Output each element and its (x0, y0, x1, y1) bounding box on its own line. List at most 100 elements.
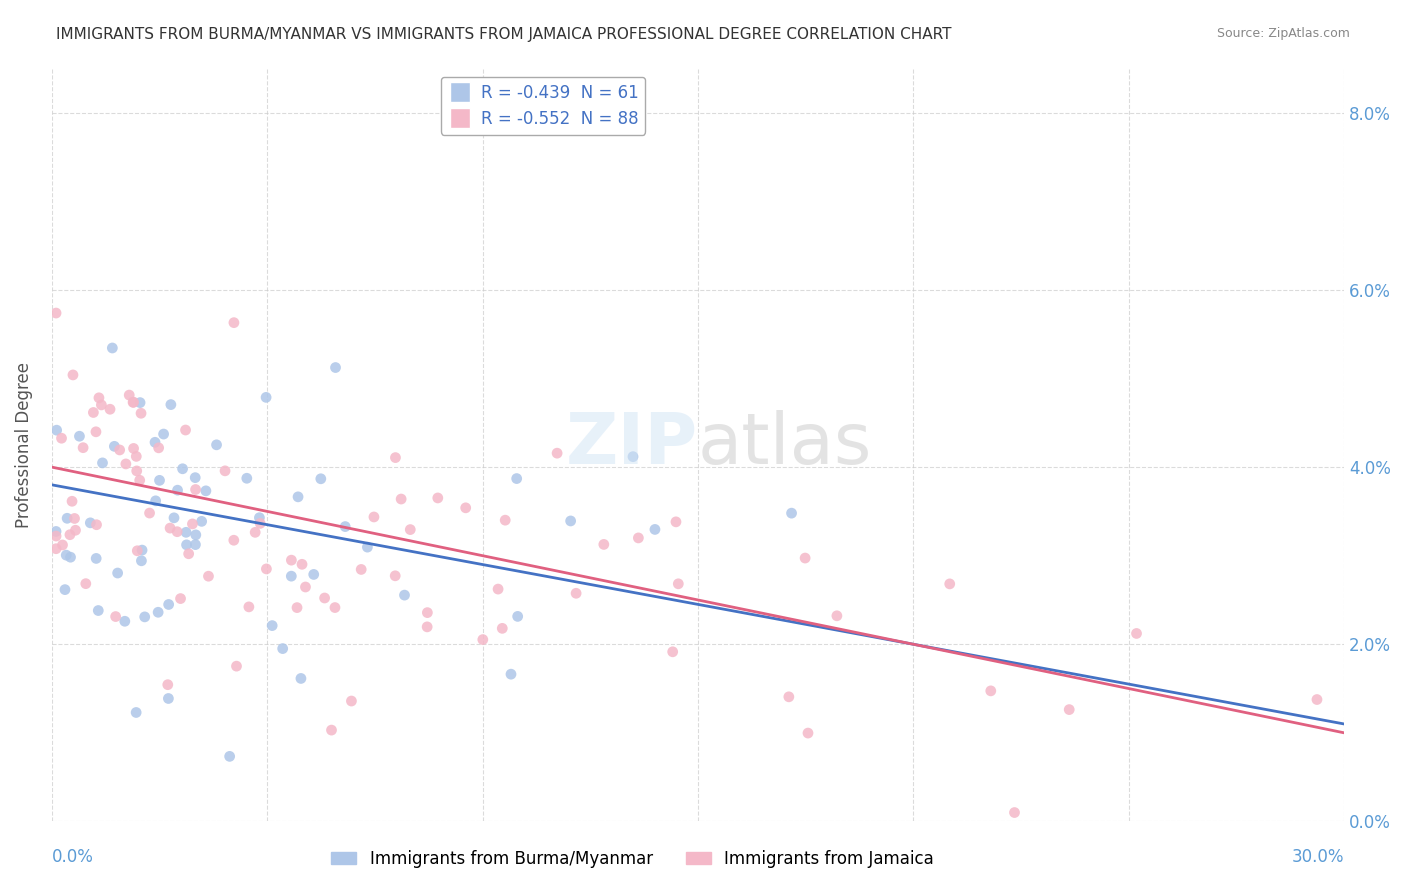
Point (63, 511, 86, 525)
Point (794, 551, 817, 566)
Point (129, 395, 152, 409)
Point (60, 494, 83, 508)
Point (280, 553, 302, 567)
Point (494, 513, 516, 527)
Point (1057, 703, 1080, 717)
Point (82, 405, 104, 419)
Point (148, 441, 170, 455)
Point (197, 569, 219, 583)
Point (280, 569, 302, 583)
Point (214, 464, 236, 478)
Point (249, 516, 271, 531)
Point (59, 550, 82, 565)
Point (131, 554, 153, 568)
Point (62, 368, 84, 382)
Point (416, 606, 439, 620)
Point (262, 618, 284, 632)
Point (125, 450, 148, 464)
Point (148, 474, 170, 488)
Point (1306, 692, 1329, 706)
Point (101, 341, 124, 355)
Point (416, 620, 439, 634)
Point (291, 558, 314, 572)
Point (134, 610, 156, 624)
Point (243, 525, 266, 540)
Point (145, 493, 167, 508)
Point (169, 591, 191, 606)
Point (205, 438, 228, 452)
Point (384, 450, 406, 465)
Point (152, 427, 174, 442)
Point (560, 514, 582, 528)
Point (157, 598, 180, 612)
Point (1004, 805, 1026, 820)
Point (98, 402, 121, 417)
Point (254, 390, 277, 404)
Point (177, 547, 200, 561)
Point (644, 523, 666, 537)
Point (666, 576, 689, 591)
Point (1125, 626, 1147, 640)
Point (356, 540, 378, 554)
Point (181, 516, 204, 531)
Point (778, 690, 800, 704)
Point (325, 360, 347, 375)
Point (125, 464, 148, 478)
Point (350, 562, 373, 576)
Point (122, 442, 145, 456)
Point (163, 511, 186, 525)
Text: IMMIGRANTS FROM BURMA/MYANMAR VS IMMIGRANTS FROM JAMAICA PROFESSIONAL DEGREE COR: IMMIGRANTS FROM BURMA/MYANMAR VS IMMIGRA… (56, 27, 952, 42)
Point (166, 483, 188, 498)
Point (285, 600, 308, 615)
Y-axis label: Professional Degree: Professional Degree (15, 362, 32, 528)
Point (505, 472, 527, 486)
Text: Source: ZipAtlas.com: Source: ZipAtlas.com (1216, 27, 1350, 40)
Point (797, 726, 820, 740)
Point (122, 395, 145, 409)
Point (51, 431, 73, 445)
Point (309, 472, 332, 486)
Point (125, 706, 148, 720)
Text: atlas: atlas (697, 410, 872, 480)
Point (471, 632, 494, 647)
Point (45, 423, 67, 437)
Point (290, 672, 312, 686)
Point (491, 621, 513, 635)
Point (127, 543, 149, 558)
Point (157, 691, 180, 706)
Point (87, 391, 110, 405)
Point (222, 316, 245, 330)
Point (249, 510, 271, 524)
Point (143, 435, 166, 450)
Point (122, 395, 145, 409)
Point (55, 548, 77, 562)
Point (546, 446, 568, 460)
Point (184, 470, 207, 484)
Point (399, 523, 422, 537)
Point (294, 580, 316, 594)
Point (87, 603, 110, 617)
Point (174, 525, 197, 540)
Point (156, 678, 179, 692)
Point (118, 388, 141, 402)
Point (302, 567, 325, 582)
Point (627, 531, 650, 545)
Point (172, 462, 194, 476)
Point (128, 473, 150, 487)
Point (72, 441, 94, 455)
Point (79, 516, 101, 530)
Point (384, 569, 406, 583)
Point (218, 749, 240, 764)
Point (184, 483, 207, 497)
Point (69, 429, 91, 443)
Point (75, 576, 97, 591)
Point (236, 471, 259, 485)
Point (131, 543, 153, 558)
Point (661, 645, 683, 659)
Point (394, 588, 416, 602)
Point (108, 442, 131, 457)
Point (565, 586, 588, 600)
Point (129, 406, 152, 420)
Point (486, 582, 509, 596)
Point (621, 450, 644, 464)
